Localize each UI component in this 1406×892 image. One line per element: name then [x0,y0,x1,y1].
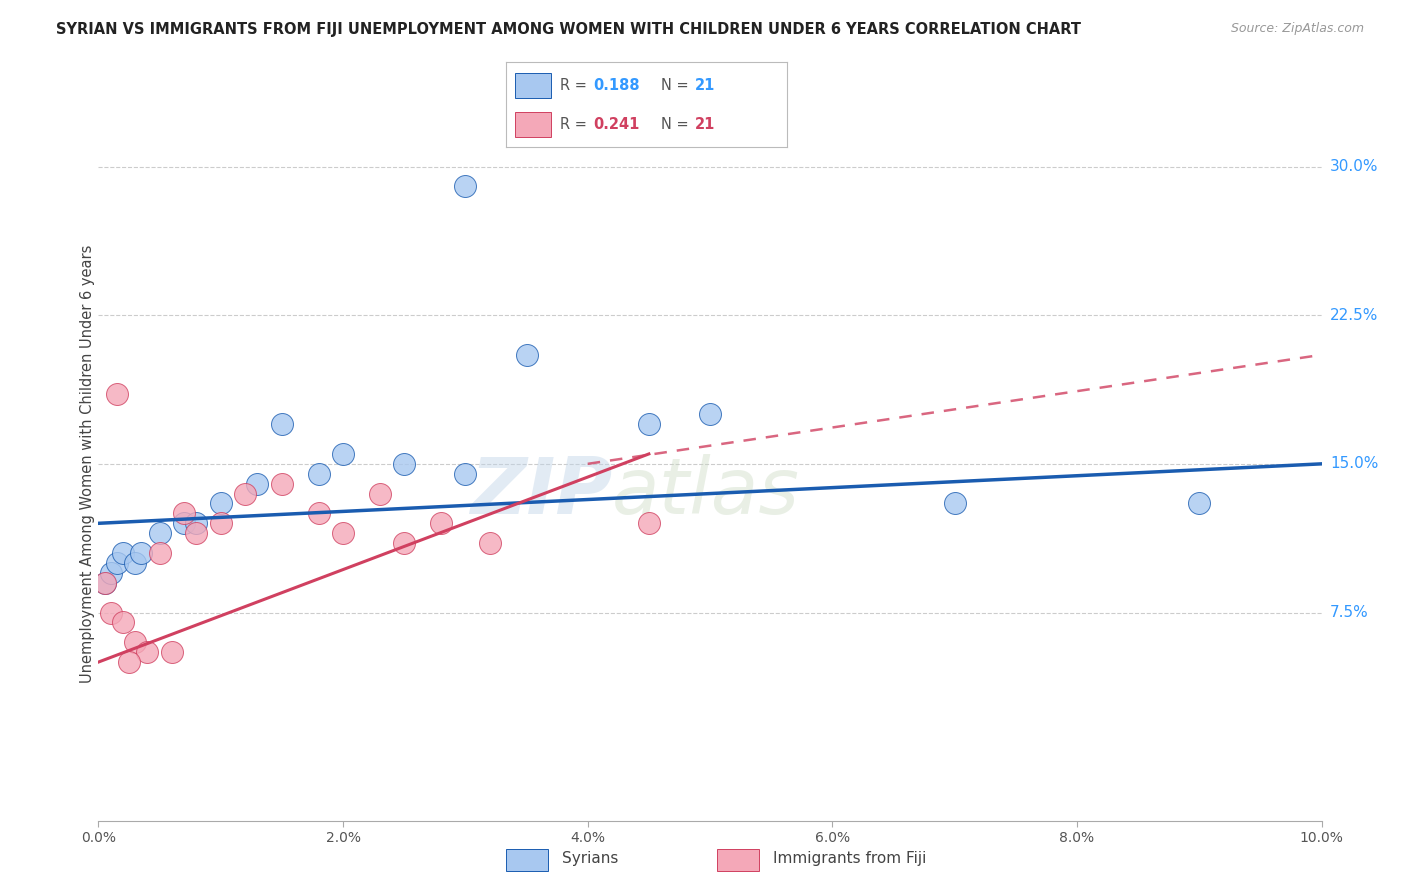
Text: SYRIAN VS IMMIGRANTS FROM FIJI UNEMPLOYMENT AMONG WOMEN WITH CHILDREN UNDER 6 YE: SYRIAN VS IMMIGRANTS FROM FIJI UNEMPLOYM… [56,22,1081,37]
Text: Source: ZipAtlas.com: Source: ZipAtlas.com [1230,22,1364,36]
Point [105,387,128,401]
Point [186,526,208,541]
Point [136,645,159,659]
Point [111,546,134,560]
Point [209,516,232,531]
Point [516,348,538,362]
Point [637,417,661,432]
Text: atlas: atlas [612,454,800,531]
Point [118,655,141,669]
Point [93,575,115,590]
Point [246,476,269,491]
Bar [717,849,759,871]
Point [100,606,122,620]
Point [105,556,128,570]
Point [93,575,115,590]
Point [124,556,146,570]
Point [186,516,208,531]
Point [149,546,172,560]
Text: 22.5%: 22.5% [1330,308,1378,323]
Point [124,635,146,649]
Text: N =: N = [661,78,693,93]
Point [233,486,256,500]
Point [100,566,122,580]
Text: 15.0%: 15.0% [1330,457,1378,471]
Bar [515,112,551,137]
Point [270,476,294,491]
Point [173,516,195,531]
Bar [515,72,551,98]
Bar [506,849,548,871]
Point [637,516,661,531]
Point [270,417,294,432]
Point [129,546,152,560]
Point [160,645,183,659]
Point [430,516,453,531]
Text: 7.5%: 7.5% [1330,605,1368,620]
Text: 0.188: 0.188 [593,78,640,93]
Point [943,496,966,510]
Point [454,179,477,194]
Point [699,407,721,421]
Y-axis label: Unemployment Among Women with Children Under 6 years: Unemployment Among Women with Children U… [80,244,94,683]
Point [111,615,134,630]
Point [173,507,195,521]
Point [308,467,330,481]
Text: R =: R = [560,78,591,93]
Point [392,457,416,471]
Point [209,496,232,510]
Point [392,536,416,550]
Text: 21: 21 [695,78,714,93]
Point [332,526,354,541]
Text: N =: N = [661,117,693,132]
Text: R =: R = [560,117,591,132]
Point [149,526,172,541]
Text: 21: 21 [695,117,714,132]
Point [308,507,330,521]
Point [368,486,391,500]
Text: 0.241: 0.241 [593,117,640,132]
Text: ZIP: ZIP [470,454,612,531]
Point [454,467,477,481]
Text: Immigrants from Fiji: Immigrants from Fiji [773,851,927,866]
Text: 30.0%: 30.0% [1330,159,1378,174]
Text: Syrians: Syrians [562,851,619,866]
Point [1188,496,1211,510]
Point [332,447,354,461]
Point [478,536,501,550]
